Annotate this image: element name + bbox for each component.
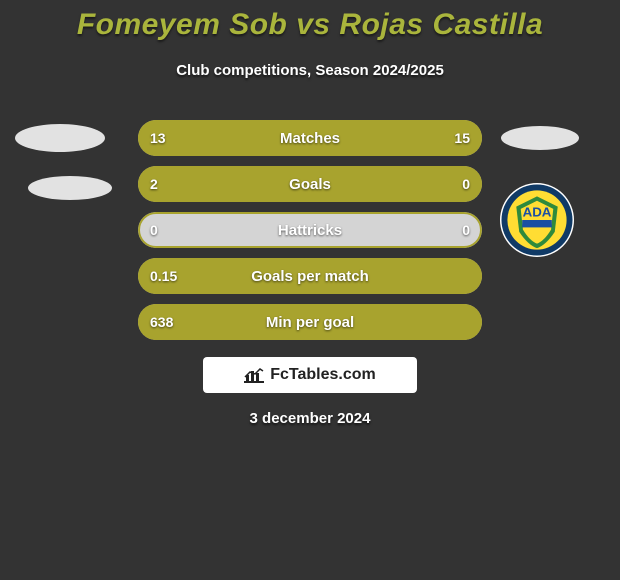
- stat-row: Matches1315: [138, 120, 482, 156]
- stat-value-right: 15: [454, 120, 470, 156]
- player-oval: [501, 126, 579, 150]
- comparison-infographic: Fomeyem Sob vs Rojas Castilla Club compe…: [0, 0, 620, 580]
- stat-value-left: 2: [150, 166, 158, 202]
- chart-icon: [244, 367, 264, 383]
- fctables-logo-text: FcTables.com: [270, 366, 376, 384]
- stat-row: Goals20: [138, 166, 482, 202]
- stat-bar-left: [138, 166, 482, 202]
- stat-value-left: 13: [150, 120, 166, 156]
- snapshot-date: 3 december 2024: [0, 410, 620, 427]
- player-oval: [28, 176, 112, 200]
- stat-value-right: 0: [462, 166, 470, 202]
- stat-value-left: 0: [150, 212, 158, 248]
- stat-row: Min per goal638: [138, 304, 482, 340]
- stat-row: Goals per match0.15: [138, 258, 482, 294]
- stat-bar-border: [138, 212, 482, 248]
- club-badge-right: ADA: [500, 183, 574, 257]
- svg-text:ADA: ADA: [523, 204, 552, 219]
- stat-row: Hattricks0 0: [138, 212, 482, 248]
- stat-bar-left: [138, 258, 482, 294]
- stat-value-left: 638: [150, 304, 173, 340]
- player-oval: [15, 124, 105, 152]
- stat-value-left: 0.15: [150, 258, 177, 294]
- stat-bar-left: [138, 304, 482, 340]
- club-badge-svg: ADA: [500, 183, 574, 257]
- comparison-title: Fomeyem Sob vs Rojas Castilla: [0, 8, 620, 42]
- comparison-subtitle: Club competitions, Season 2024/2025: [0, 62, 620, 79]
- fctables-logo: FcTables.com: [203, 357, 417, 393]
- comparison-bars: Matches1315Goals20Hattricks00Goals per m…: [138, 120, 482, 350]
- stat-label: Hattricks: [138, 212, 482, 248]
- stat-value-right: 0: [462, 212, 470, 248]
